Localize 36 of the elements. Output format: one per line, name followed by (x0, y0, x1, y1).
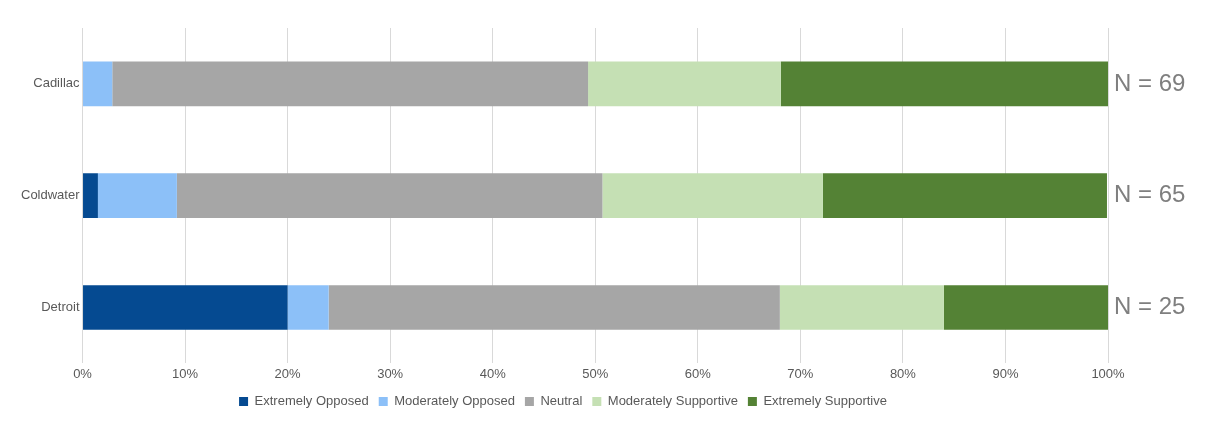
x-tick-label: 0% (73, 365, 93, 381)
y-tick-label: Cadillac (33, 75, 81, 91)
x-tick-label: 60% (684, 365, 712, 381)
x-tick-label: 40% (479, 365, 507, 381)
bar (780, 61, 1108, 107)
x-tick-label: 50% (582, 365, 609, 381)
bar (176, 173, 603, 219)
text: N = 65 (1114, 180, 1186, 208)
text: N = 25 (1114, 292, 1186, 320)
bar (779, 285, 944, 330)
x-tick-label: 80% (889, 365, 917, 381)
x-tick-label: 10% (172, 365, 199, 381)
x-tick-label: 30% (377, 365, 404, 381)
legend-label: Moderately Opposed (394, 393, 515, 409)
x-tick-label: 70% (787, 365, 814, 381)
bar (83, 285, 288, 330)
legend-label: Neutral (540, 393, 583, 409)
text: N = 69 (1114, 68, 1186, 96)
bar (83, 173, 98, 219)
legend-label: Extremely Supportive (763, 393, 887, 409)
bar (328, 285, 780, 330)
bar (97, 173, 177, 219)
x-tick-label: 90% (992, 365, 1019, 381)
legend-label: Extremely Opposed (254, 393, 369, 409)
y-tick-label: Detroit (41, 299, 80, 315)
bar (943, 285, 1108, 330)
bar (602, 173, 823, 219)
legend-label: Moderately Supportive (607, 393, 738, 409)
bar (822, 173, 1107, 219)
x-tick-label: 100% (1091, 365, 1126, 381)
bar (112, 61, 589, 107)
bar (588, 61, 781, 107)
bar (287, 285, 329, 330)
y-tick-label: Coldwater (20, 187, 81, 203)
bar (83, 61, 113, 107)
x-tick-label: 20% (274, 365, 302, 381)
